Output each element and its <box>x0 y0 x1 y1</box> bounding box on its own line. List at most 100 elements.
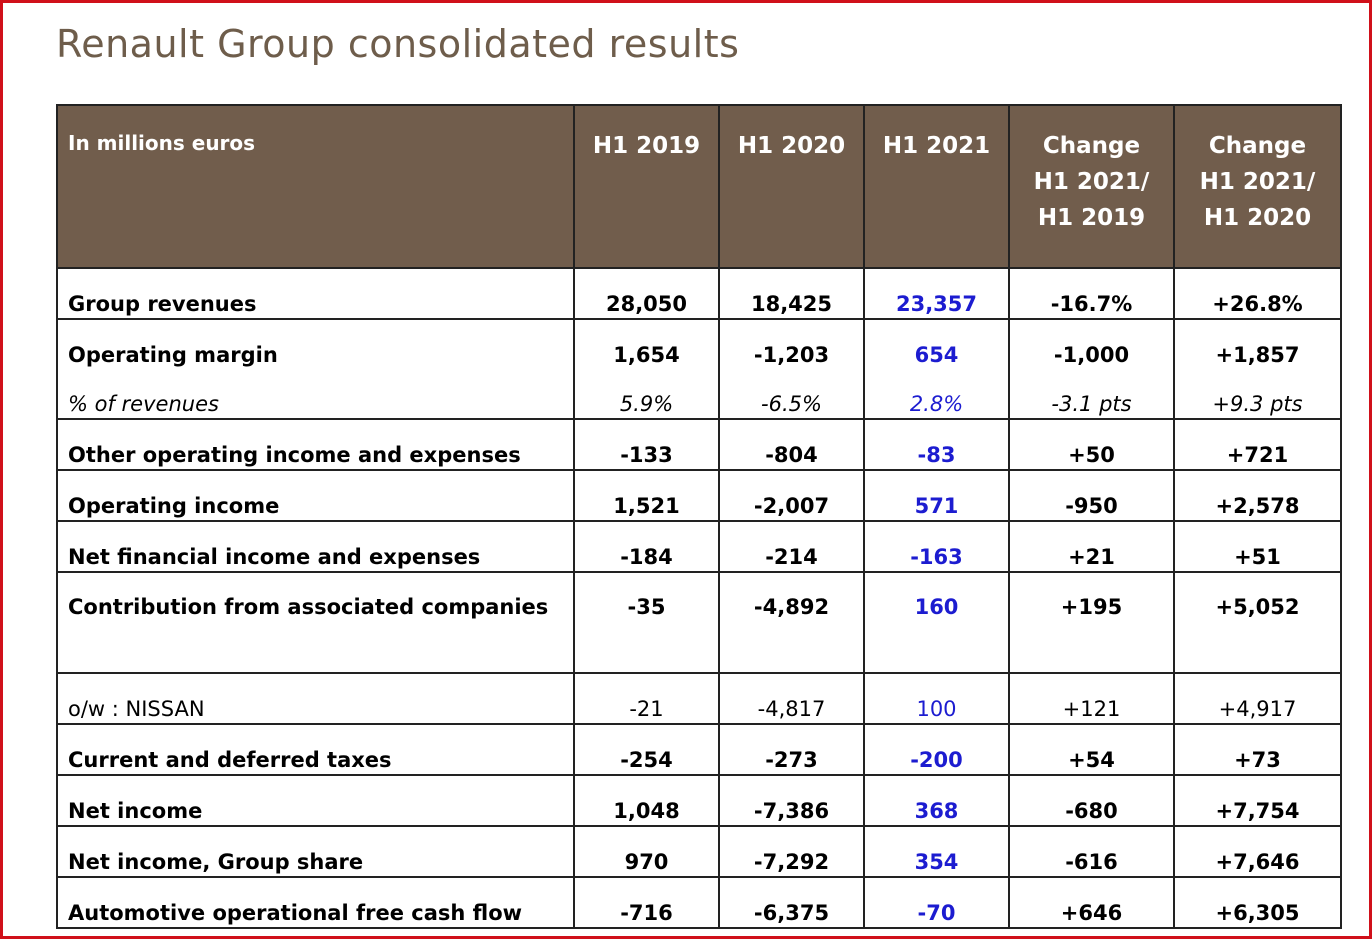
cell-value: -950 <box>1008 469 1175 522</box>
cell-value: -16.7% <box>1008 267 1175 320</box>
header-cell: H1 2019 <box>573 104 720 269</box>
row-label: Current and deferred taxes <box>56 723 575 776</box>
cell-value: 1,654 <box>573 318 720 369</box>
header-text: H1 2019 <box>592 133 701 159</box>
cell-value: 23,357 <box>863 267 1010 320</box>
header-text: Change <box>1208 133 1307 159</box>
header-text: H1 2020 <box>737 133 846 159</box>
header-cell: In millions euros <box>56 104 575 269</box>
cell-value: -21 <box>573 672 720 725</box>
cell-value: +51 <box>1173 520 1342 573</box>
cell-value: +7,646 <box>1173 825 1342 878</box>
row-label: Operating margin <box>56 318 575 369</box>
cell-value: -35 <box>573 571 720 674</box>
cell-value: +73 <box>1173 723 1342 776</box>
cell-value: +54 <box>1008 723 1175 776</box>
cell-value: 100 <box>863 672 1010 725</box>
cell-value: -184 <box>573 520 720 573</box>
header-cell: Change H1 2021/H1 2019 <box>1008 104 1175 269</box>
cell-value: +1,857 <box>1173 318 1342 369</box>
cell-value: 1,048 <box>573 774 720 827</box>
header-cell: H1 2020 <box>718 104 865 269</box>
header-text: H1 2021/ <box>1199 169 1316 195</box>
table-row: Other operating income and expenses -133-… <box>56 418 1342 471</box>
cell-value: 368 <box>863 774 1010 827</box>
cell-value: +2,578 <box>1173 469 1342 522</box>
row-label: Group revenues <box>56 267 575 320</box>
cell-value: +121 <box>1008 672 1175 725</box>
title: Renault Group consolidated results <box>56 22 740 66</box>
cell-value: 5.9% <box>573 369 720 420</box>
cell-value: +6,305 <box>1173 876 1342 929</box>
cell-value: -83 <box>863 418 1010 471</box>
cell-value: +21 <box>1008 520 1175 573</box>
cell-value: -254 <box>573 723 720 776</box>
results-table: In millions euros H1 2019 H1 2020 H1 2021 Ch… <box>56 104 1342 929</box>
cell-value: +721 <box>1173 418 1342 471</box>
cell-value: 654 <box>863 318 1010 369</box>
table-row: Operating income 1,521 -2,007 571 -950 +2,578 <box>56 469 1342 522</box>
cell-value: 1,521 <box>573 469 720 522</box>
cell-value: -7,292 <box>718 825 865 878</box>
cell-value: +26.8% <box>1173 267 1342 320</box>
cell-value: -6,375 <box>718 876 865 929</box>
header-cell: Change H1 2021/H1 2020 <box>1173 104 1342 269</box>
row-label: Net income, Group share <box>56 825 575 878</box>
cell-value: -4,892 <box>718 571 865 674</box>
cell-value: -133 <box>573 418 720 471</box>
table-row: Net financial income and expenses -184 -21… <box>56 520 1342 573</box>
cell-value: -214 <box>718 520 865 573</box>
cell-value: 970 <box>573 825 720 878</box>
cell-value: -1,000 <box>1008 318 1175 369</box>
cell-value: -70 <box>863 876 1010 929</box>
header-row: In millions euros H1 2019 H1 2020 H1 2021 Ch… <box>56 104 1342 269</box>
table-row: Operating margin 1,654 -1,203 654 -1,000 +1,8… <box>56 318 1342 369</box>
cell-value: +50 <box>1008 418 1175 471</box>
cell-value: -273 <box>718 723 865 776</box>
cell-value: -163 <box>863 520 1010 573</box>
table-row: Group revenues 28,050 18,425 23,357 -16.7% +2… <box>56 267 1342 320</box>
cell-value: -716 <box>573 876 720 929</box>
row-label: o/w : NISSAN <box>56 672 575 725</box>
cell-value: +4,917 <box>1173 672 1342 725</box>
cell-value: -3.1 pts <box>1008 369 1175 420</box>
cell-value: -7,386 <box>718 774 865 827</box>
cell-value: +195 <box>1008 571 1175 674</box>
table-row: o/w : NISSAN -21 -4,817 100 +121 +4,917 <box>56 672 1342 725</box>
header-cell: H1 2021 <box>863 104 1010 269</box>
cell-value: 354 <box>863 825 1010 878</box>
table-row: Current and deferred taxes -254 -273 -200 +5… <box>56 723 1342 776</box>
header-text: In millions euros <box>68 131 256 155</box>
header-text: H1 2019 <box>1037 205 1146 231</box>
cell-value: +7,754 <box>1173 774 1342 827</box>
cell-value: +9.3 pts <box>1173 369 1342 420</box>
cell-value: -4,817 <box>718 672 865 725</box>
cell-value: -2,007 <box>718 469 865 522</box>
table-body: Group revenues 28,050 18,425 23,357 -16.7% +2… <box>56 267 1342 929</box>
cell-value: -200 <box>863 723 1010 776</box>
table-row: % of revenues 5.9% -6.5% 2.8% -3.1 pts +9.3 p… <box>56 369 1342 420</box>
row-label: Automotive operational free cash flow <box>56 876 575 929</box>
header-text: H1 2020 <box>1203 205 1312 231</box>
header-text: H1 2021 <box>882 133 991 159</box>
cell-value: 571 <box>863 469 1010 522</box>
table-row: Net income, Group share 970 -7,292 354 -616 +… <box>56 825 1342 878</box>
row-label: Operating income <box>56 469 575 522</box>
table-row: Contribution from associated companies -3… <box>56 571 1342 674</box>
cell-value: 18,425 <box>718 267 865 320</box>
cell-value: +5,052 <box>1173 571 1342 674</box>
cell-value: +646 <box>1008 876 1175 929</box>
cell-value: 28,050 <box>573 267 720 320</box>
row-label: Net financial income and expenses <box>56 520 575 573</box>
header-text: Change <box>1042 133 1141 159</box>
cell-value: -680 <box>1008 774 1175 827</box>
row-label: Other operating income and expenses <box>56 418 575 471</box>
cell-value: -804 <box>718 418 865 471</box>
header-text: H1 2021/ <box>1033 169 1150 195</box>
row-label: Net income <box>56 774 575 827</box>
cell-value: -6.5% <box>718 369 865 420</box>
row-label: Contribution from associated companies <box>56 571 575 674</box>
cell-value: -1,203 <box>718 318 865 369</box>
